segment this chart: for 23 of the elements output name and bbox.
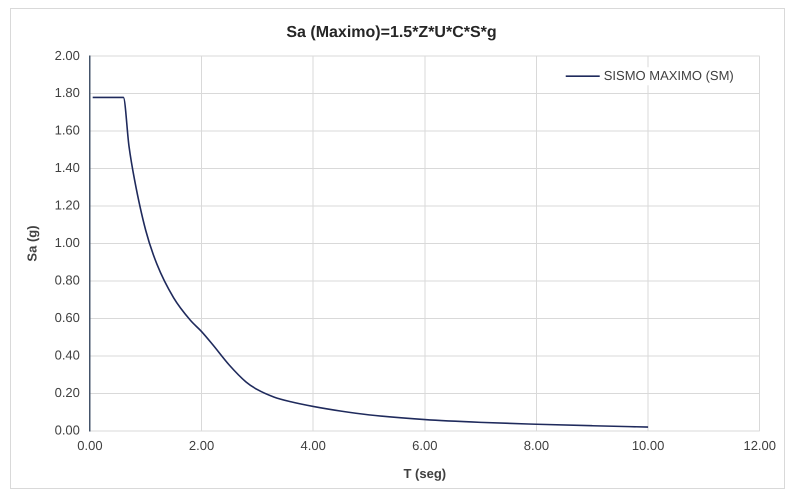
y-tick-label: 1.20 <box>54 198 80 213</box>
y-axis-title: Sa (g) <box>24 225 40 262</box>
y-tick-label: 1.40 <box>54 160 80 176</box>
x-tick-label: 12.00 <box>743 438 776 454</box>
y-tick-label: 1.00 <box>54 235 80 250</box>
x-tick-label: 10.00 <box>632 438 664 454</box>
y-tick-label: 1.80 <box>54 85 80 100</box>
line-series <box>92 96 649 428</box>
legend-label: SISMO MAXIMO (SM) <box>604 68 734 83</box>
chart-title: Sa (Maximo)=1.5*Z*U*C*S*g <box>286 24 497 42</box>
x-tick-label: 0.00 <box>77 438 103 454</box>
x-tick-label: 8.00 <box>524 438 550 454</box>
x-axis-title: T (seg) <box>404 466 446 481</box>
x-tick-label: 2.00 <box>188 438 214 454</box>
y-tick-label: 0.60 <box>54 310 80 325</box>
x-tick-label: 6.00 <box>412 438 438 454</box>
y-tick-label: 0.20 <box>54 384 80 400</box>
y-tick-label: 2.00 <box>54 48 80 63</box>
y-tick-label: 1.60 <box>54 122 80 138</box>
x-tick-label: 4.00 <box>300 438 326 454</box>
y-tick-label: 0.00 <box>54 422 80 438</box>
y-tick-label: 0.40 <box>54 347 80 362</box>
y-tick-label: 0.80 <box>54 272 80 288</box>
